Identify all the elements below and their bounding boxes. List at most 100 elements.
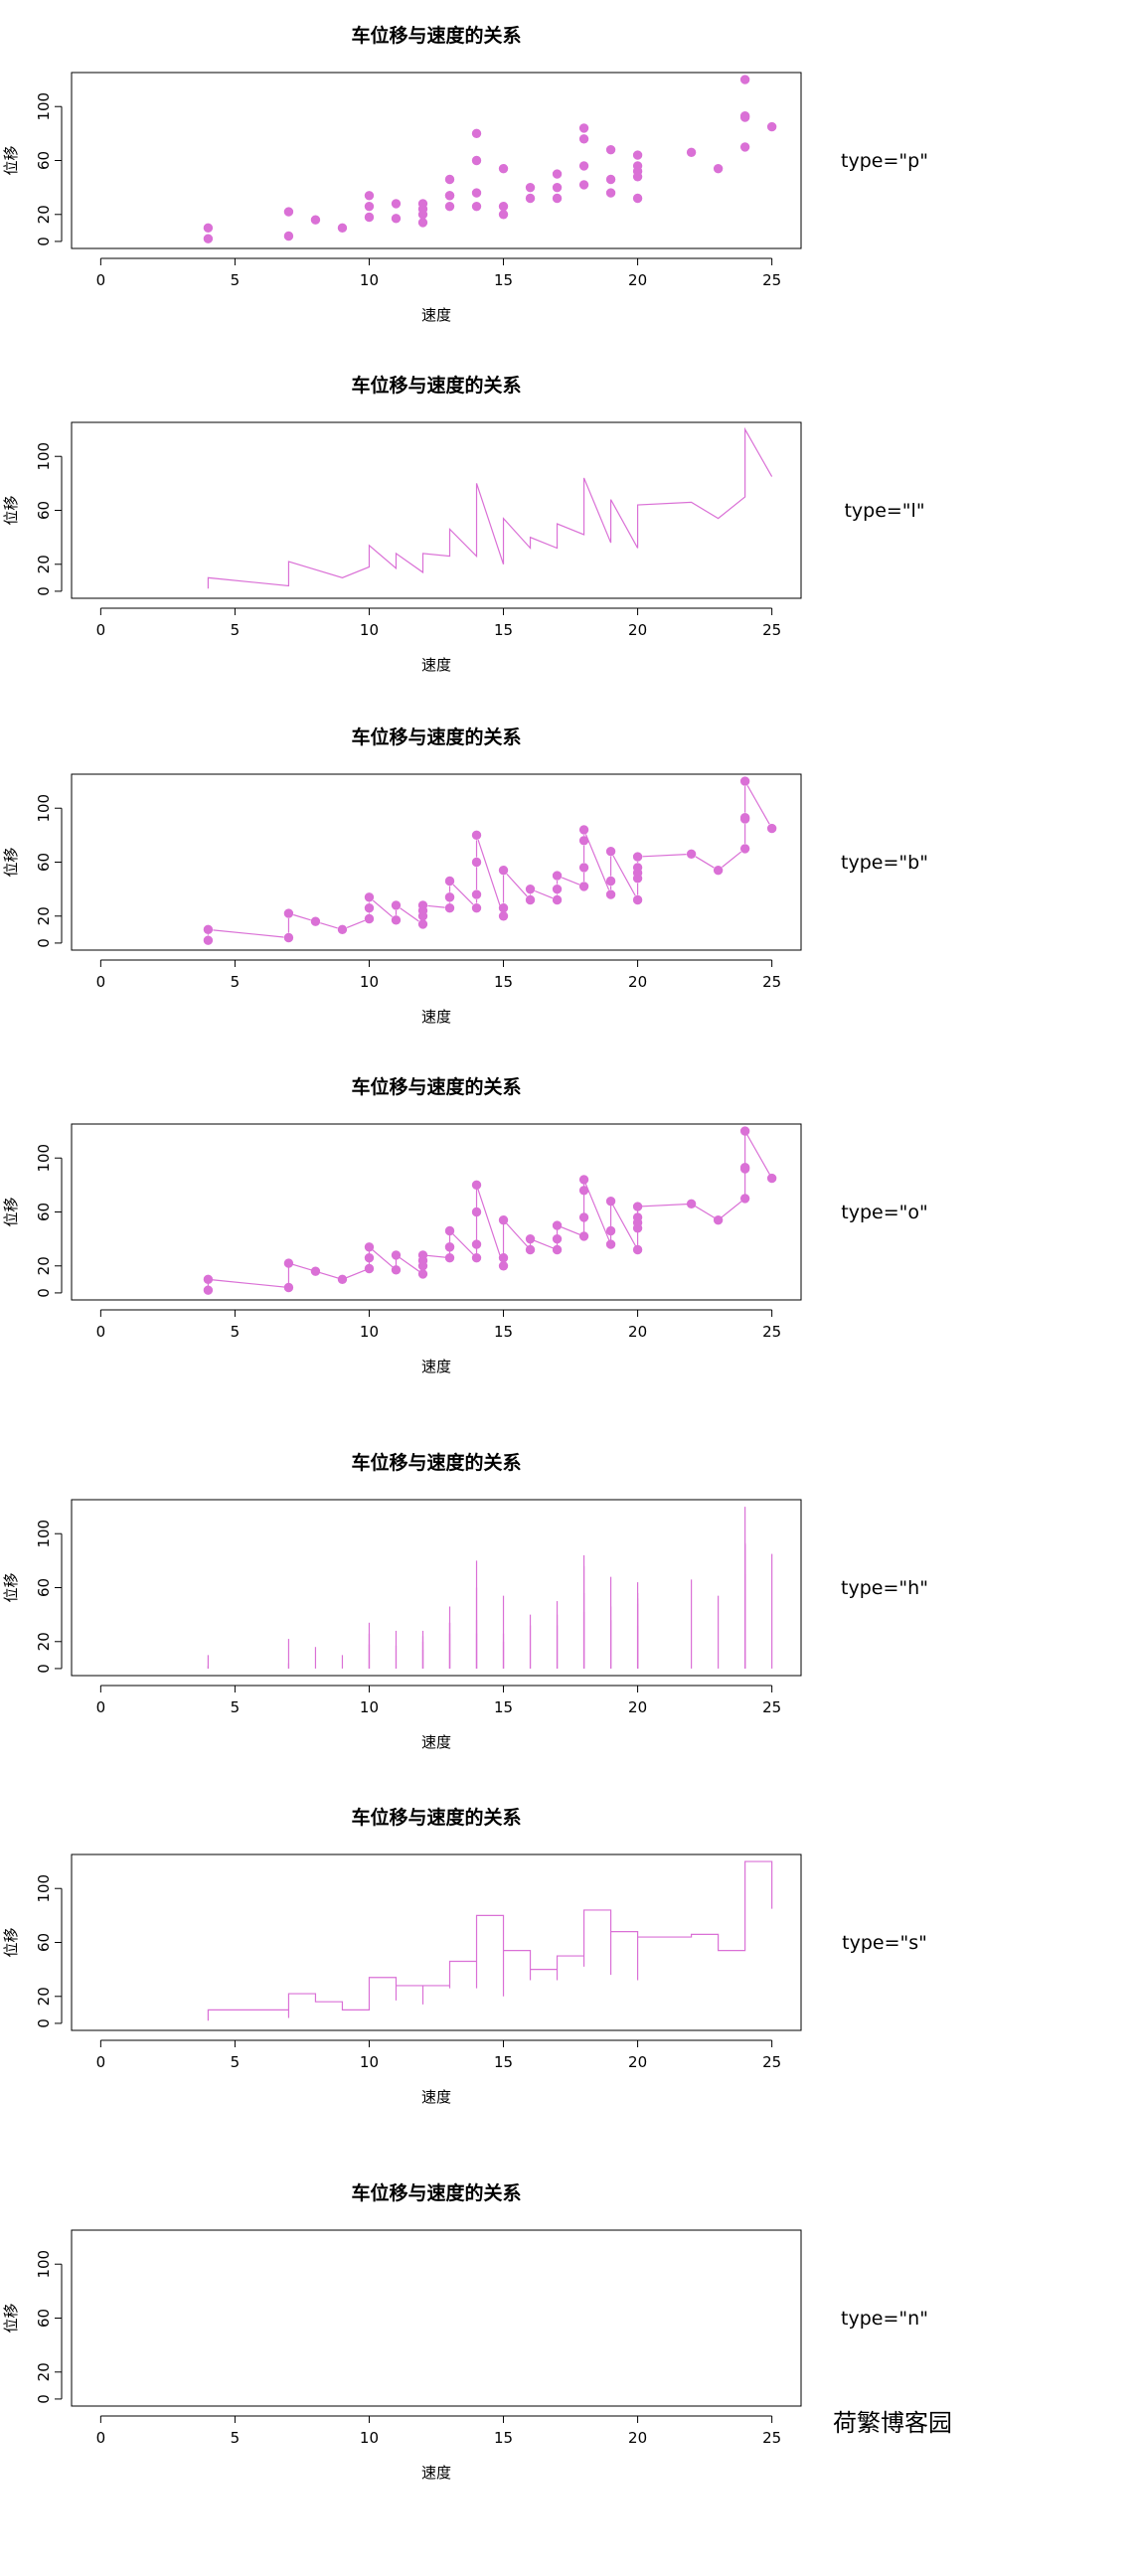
data-point — [525, 182, 536, 193]
chart-panel-o: 车位移与速度的关系 0 5 10 15 20 25 0 20 60 100 速度 位移 type="o" — [0, 1051, 1137, 1394]
chart-svg-l: 车位移与速度的关系 0 5 10 15 20 25 0 20 60 100 速度 位移 type="l" — [2, 374, 925, 674]
y-tick-label: 20 — [35, 1256, 53, 1275]
chart-svg-s: 车位移与速度的关系 0 5 10 15 20 25 0 20 60 100 速度 位移 type="s" — [2, 1806, 927, 2106]
chart-svg-o: 车位移与速度的关系 0 5 10 15 20 25 0 20 60 100 速度 位移 type="o" — [2, 1075, 928, 1375]
chart-svg-b: 车位移与速度的关系 0 5 10 15 20 25 0 20 60 100 速度 位移 type="b" — [2, 725, 928, 1026]
data-point — [364, 902, 375, 913]
x-tick-label: 5 — [231, 1698, 241, 1716]
x-tick-label: 15 — [494, 621, 513, 639]
data-point — [552, 169, 563, 179]
data-point — [283, 1258, 294, 1268]
data-point — [417, 1269, 428, 1279]
data-point — [364, 1242, 375, 1252]
series-segment — [477, 839, 503, 912]
y-axis-label: 位移 — [2, 1572, 20, 1602]
series-cars — [203, 75, 777, 243]
data-point — [444, 174, 455, 185]
x-tick-label: 10 — [360, 271, 379, 289]
y-tick-label: 60 — [35, 2309, 53, 2328]
x-axis-label: 速度 — [421, 656, 451, 674]
chart-panel-s: 车位移与速度的关系 0 5 10 15 20 25 0 20 60 100 速度 位移 type="s" — [0, 1782, 1137, 2125]
x-tick-label: 20 — [628, 1698, 647, 1716]
data-point — [444, 1225, 455, 1236]
series-segment — [584, 834, 610, 890]
data-point — [391, 1265, 402, 1275]
x-tick-label: 20 — [628, 2053, 647, 2071]
series-segment — [695, 856, 715, 869]
plot-frame — [71, 421, 802, 599]
data-point — [632, 193, 643, 204]
data-point — [417, 199, 428, 209]
data-point — [578, 1231, 589, 1241]
series-segment — [293, 913, 311, 921]
y-axis-label: 位移 — [2, 1927, 20, 1957]
data-point — [578, 836, 589, 846]
data-point — [525, 884, 536, 894]
data-point — [552, 1244, 563, 1255]
data-point — [364, 191, 375, 201]
y-axis-label: 位移 — [2, 1197, 20, 1226]
plot-frame — [71, 1853, 802, 2031]
data-point — [498, 911, 509, 921]
series-segment — [427, 904, 445, 908]
data-point — [471, 830, 482, 841]
series-step — [207, 1860, 773, 2021]
y-tick-label: 20 — [35, 2362, 53, 2381]
y-tick-label: 60 — [35, 1203, 53, 1221]
data-point — [498, 1252, 509, 1263]
data-point — [605, 188, 616, 198]
plot-type-label: type="b" — [841, 852, 928, 874]
x-tick-label: 0 — [96, 2429, 106, 2447]
chart-panel-p: 车位移与速度的关系 0 5 10 15 20 25 0 20 60 100 速度 位移 type="p" — [0, 0, 1137, 343]
y-axis-label: 位移 — [2, 495, 20, 525]
data-point — [605, 1196, 616, 1207]
data-point — [578, 1212, 589, 1222]
data-point — [444, 902, 455, 913]
data-point — [283, 932, 294, 943]
x-tick-label: 25 — [762, 271, 781, 289]
data-point — [605, 1239, 616, 1249]
chart-panel-b: 车位移与速度的关系 0 5 10 15 20 25 0 20 60 100 速度 位移 type="b" — [0, 702, 1137, 1045]
chart-panel-h: 车位移与速度的关系 0 5 10 15 20 25 0 20 60 100 速度 位移 type="h" — [0, 1427, 1137, 1770]
y-tick-label: 20 — [35, 205, 53, 224]
data-point — [578, 180, 589, 190]
x-tick-label: 25 — [762, 2429, 781, 2447]
x-tick-label: 10 — [360, 2053, 379, 2071]
data-point — [605, 846, 616, 857]
x-tick-label: 25 — [762, 973, 781, 991]
y-tick-label: 0 — [35, 586, 53, 596]
data-point — [471, 857, 482, 868]
data-point — [310, 215, 321, 225]
x-tick-label: 25 — [762, 2053, 781, 2071]
x-tick-label: 10 — [360, 973, 379, 991]
data-point — [471, 902, 482, 913]
data-point — [364, 201, 375, 212]
data-point — [632, 894, 643, 905]
x-axis-label: 速度 — [421, 2088, 451, 2106]
data-point — [552, 884, 563, 894]
data-point — [203, 1285, 214, 1295]
data-point — [498, 902, 509, 913]
x-tick-label: 20 — [628, 973, 647, 991]
data-point — [739, 776, 750, 786]
x-tick-label: 5 — [231, 2053, 241, 2071]
chart-panel-n: 车位移与速度的关系 0 5 10 15 20 25 0 20 60 100 速度 位移 type="n" — [0, 2158, 1137, 2500]
y-axis-label: 位移 — [2, 2303, 20, 2333]
data-point — [578, 1175, 589, 1185]
x-axis-label: 速度 — [421, 1008, 451, 1026]
data-point — [391, 915, 402, 925]
watermark-text: 荷繁博客园 — [833, 2409, 952, 2437]
x-tick-label: 15 — [494, 973, 513, 991]
series-cars — [203, 1126, 777, 1295]
chart-svg-h: 车位移与速度的关系 0 5 10 15 20 25 0 20 60 100 速度 位移 type="h" — [2, 1451, 928, 1751]
x-tick-label: 5 — [231, 271, 241, 289]
y-tick-label: 0 — [35, 938, 53, 948]
y-tick-label: 100 — [35, 1874, 53, 1903]
x-tick-label: 15 — [494, 2053, 513, 2071]
data-point — [337, 223, 348, 234]
data-point — [203, 234, 214, 243]
y-tick-label: 60 — [35, 853, 53, 872]
data-point — [739, 142, 750, 152]
data-point — [391, 199, 402, 209]
series-cars — [207, 1507, 773, 1669]
